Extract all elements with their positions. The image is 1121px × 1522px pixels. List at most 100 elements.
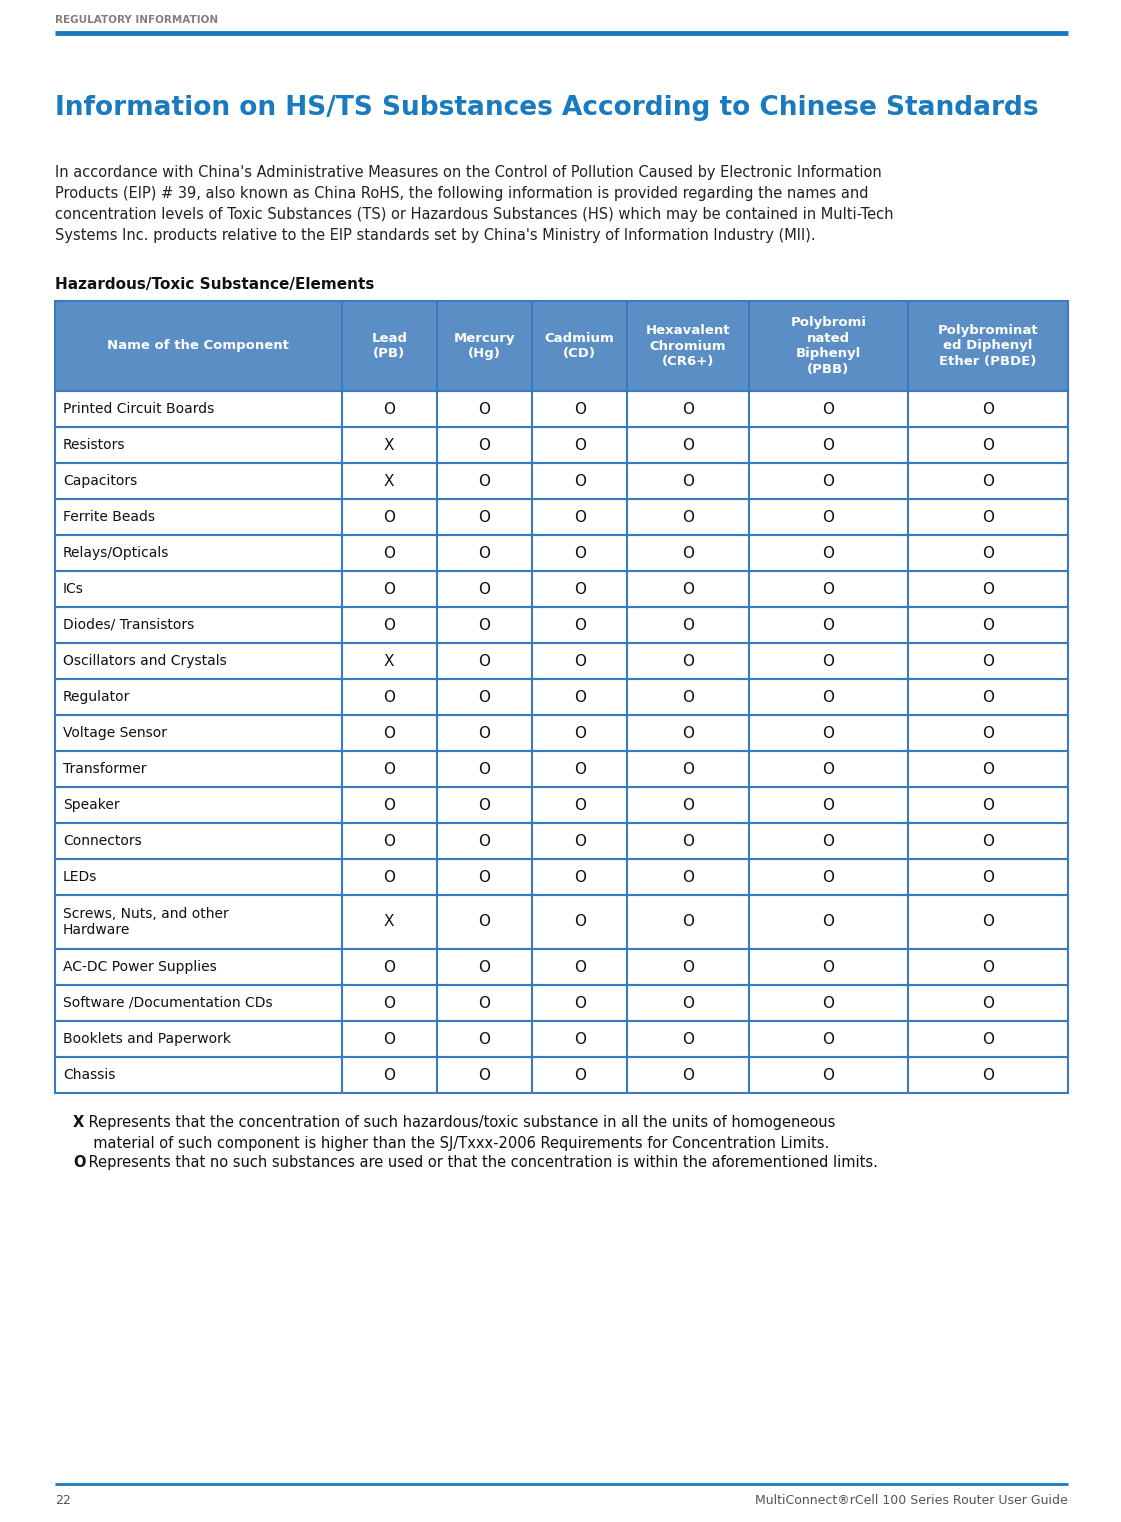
- Bar: [55, 1056, 1068, 1093]
- Bar: [55, 642, 1068, 679]
- Text: concentration levels of Toxic Substances (TS) or Hazardous Substances (HS) which: concentration levels of Toxic Substances…: [55, 207, 893, 222]
- Text: Name of the Component: Name of the Component: [108, 339, 289, 353]
- Text: O: O: [574, 473, 586, 489]
- Bar: [55, 1021, 1068, 1056]
- Text: O: O: [682, 1032, 694, 1047]
- Text: O: O: [383, 761, 396, 776]
- Text: O: O: [574, 834, 586, 848]
- Text: O: O: [823, 473, 834, 489]
- Text: O: O: [383, 689, 396, 705]
- Text: O: O: [682, 915, 694, 930]
- Text: O: O: [823, 437, 834, 452]
- Text: O: O: [682, 1067, 694, 1082]
- Text: 22: 22: [55, 1495, 71, 1507]
- Bar: [55, 750, 1068, 787]
- Text: X: X: [385, 473, 395, 489]
- Text: O: O: [479, 798, 491, 813]
- Text: O: O: [574, 1067, 586, 1082]
- Bar: [55, 679, 1068, 715]
- Text: O: O: [823, 798, 834, 813]
- Text: O: O: [823, 1032, 834, 1047]
- Text: REGULATORY INFORMATION: REGULATORY INFORMATION: [55, 15, 219, 24]
- Text: O: O: [682, 653, 694, 668]
- Text: O: O: [479, 581, 491, 597]
- Text: Software /Documentation CDs: Software /Documentation CDs: [63, 995, 272, 1011]
- Text: Systems Inc. products relative to the EIP standards set by China's Ministry of I: Systems Inc. products relative to the EI…: [55, 228, 816, 244]
- Bar: [55, 428, 1068, 463]
- Text: O: O: [823, 653, 834, 668]
- Text: O: O: [982, 510, 994, 525]
- Text: Mercury
(Hg): Mercury (Hg): [454, 332, 516, 361]
- Text: O: O: [383, 545, 396, 560]
- Text: O: O: [823, 834, 834, 848]
- Text: O: O: [574, 869, 586, 884]
- Text: O: O: [682, 618, 694, 633]
- Text: Polybrominat
ed Diphenyl
Ether (PBDE): Polybrominat ed Diphenyl Ether (PBDE): [937, 324, 1038, 368]
- Text: O: O: [574, 618, 586, 633]
- Bar: [55, 391, 1068, 428]
- Text: O: O: [574, 689, 586, 705]
- Text: O: O: [479, 653, 491, 668]
- Text: O: O: [383, 726, 396, 741]
- Text: O: O: [823, 402, 834, 417]
- Bar: [55, 536, 1068, 571]
- Text: O: O: [383, 581, 396, 597]
- Text: O: O: [574, 1032, 586, 1047]
- Text: O: O: [823, 545, 834, 560]
- Bar: [55, 715, 1068, 750]
- Text: LEDs: LEDs: [63, 871, 98, 884]
- Bar: [55, 463, 1068, 499]
- Text: O: O: [479, 869, 491, 884]
- Text: X: X: [385, 653, 395, 668]
- Text: Represents that no such substances are used or that the concentration is within : Represents that no such substances are u…: [84, 1155, 878, 1170]
- Text: Hazardous/Toxic Substance/Elements: Hazardous/Toxic Substance/Elements: [55, 277, 374, 292]
- Text: O: O: [574, 915, 586, 930]
- Text: O: O: [682, 761, 694, 776]
- Text: O: O: [982, 437, 994, 452]
- Text: Booklets and Paperwork: Booklets and Paperwork: [63, 1032, 231, 1046]
- Bar: [55, 858, 1068, 895]
- Text: O: O: [982, 869, 994, 884]
- Text: O: O: [682, 726, 694, 741]
- Text: O: O: [823, 869, 834, 884]
- Bar: [55, 301, 1068, 391]
- Text: O: O: [982, 959, 994, 974]
- Text: O: O: [982, 995, 994, 1011]
- Text: O: O: [982, 545, 994, 560]
- Text: Printed Circuit Boards: Printed Circuit Boards: [63, 402, 214, 416]
- Text: O: O: [823, 995, 834, 1011]
- Text: O: O: [982, 761, 994, 776]
- Bar: [55, 1056, 1068, 1093]
- Text: O: O: [479, 437, 491, 452]
- Text: O: O: [383, 959, 396, 974]
- Text: O: O: [479, 510, 491, 525]
- Text: X: X: [73, 1116, 84, 1129]
- Text: O: O: [479, 959, 491, 974]
- Text: O: O: [982, 581, 994, 597]
- Bar: [55, 858, 1068, 895]
- Text: O: O: [383, 510, 396, 525]
- Text: O: O: [982, 915, 994, 930]
- Text: O: O: [574, 653, 586, 668]
- Text: O: O: [982, 402, 994, 417]
- Text: O: O: [823, 915, 834, 930]
- Text: O: O: [479, 995, 491, 1011]
- Bar: [55, 642, 1068, 679]
- Text: O: O: [479, 402, 491, 417]
- Text: O: O: [823, 1067, 834, 1082]
- Text: Speaker: Speaker: [63, 798, 120, 813]
- Text: O: O: [982, 653, 994, 668]
- Text: O: O: [982, 834, 994, 848]
- Text: O: O: [982, 1067, 994, 1082]
- Bar: [55, 607, 1068, 642]
- Text: O: O: [574, 726, 586, 741]
- Text: Chassis: Chassis: [63, 1068, 115, 1082]
- Text: O: O: [383, 402, 396, 417]
- Text: Represents that the concentration of such hazardous/toxic substance in all the u: Represents that the concentration of suc…: [84, 1116, 835, 1151]
- Text: O: O: [479, 1032, 491, 1047]
- Bar: [55, 463, 1068, 499]
- Text: X: X: [385, 437, 395, 452]
- Text: Capacitors: Capacitors: [63, 473, 137, 489]
- Text: O: O: [574, 581, 586, 597]
- Text: O: O: [682, 689, 694, 705]
